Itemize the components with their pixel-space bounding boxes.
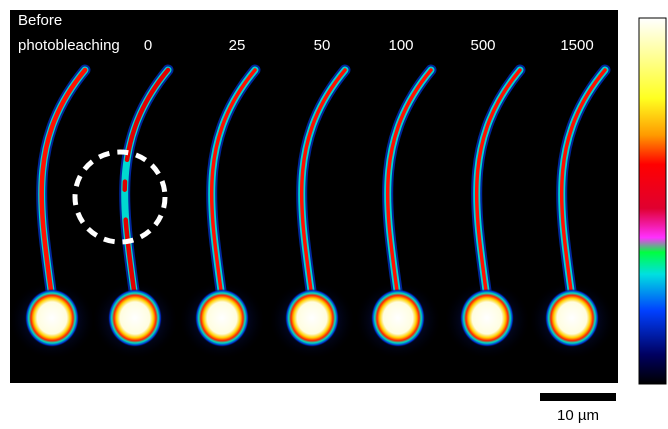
soma (195, 289, 249, 347)
time-label: 50 (314, 37, 331, 54)
neurons (10, 64, 614, 358)
neurite (474, 68, 522, 300)
soma (545, 289, 599, 347)
scale-bar-label: 10 µm (557, 407, 599, 424)
time-label: 0 (144, 37, 152, 54)
neurite (122, 67, 171, 301)
neurite (299, 68, 347, 300)
neurite (559, 68, 607, 300)
color-scale (638, 17, 667, 385)
soma (371, 289, 425, 347)
neurite (385, 68, 433, 300)
time-label: 1500 (560, 37, 593, 54)
soma (108, 289, 162, 347)
soma (285, 289, 339, 347)
time-label: 500 (470, 37, 495, 54)
neurite (39, 67, 88, 301)
bleach-region (72, 149, 168, 245)
time-label: 25 (229, 37, 246, 54)
before-label: photobleaching (18, 37, 120, 54)
time-label: 100 (388, 37, 413, 54)
soma (460, 289, 514, 347)
neurite (209, 68, 257, 300)
scale-bar (540, 393, 616, 401)
before-label: Before (18, 12, 62, 29)
soma (25, 289, 79, 347)
